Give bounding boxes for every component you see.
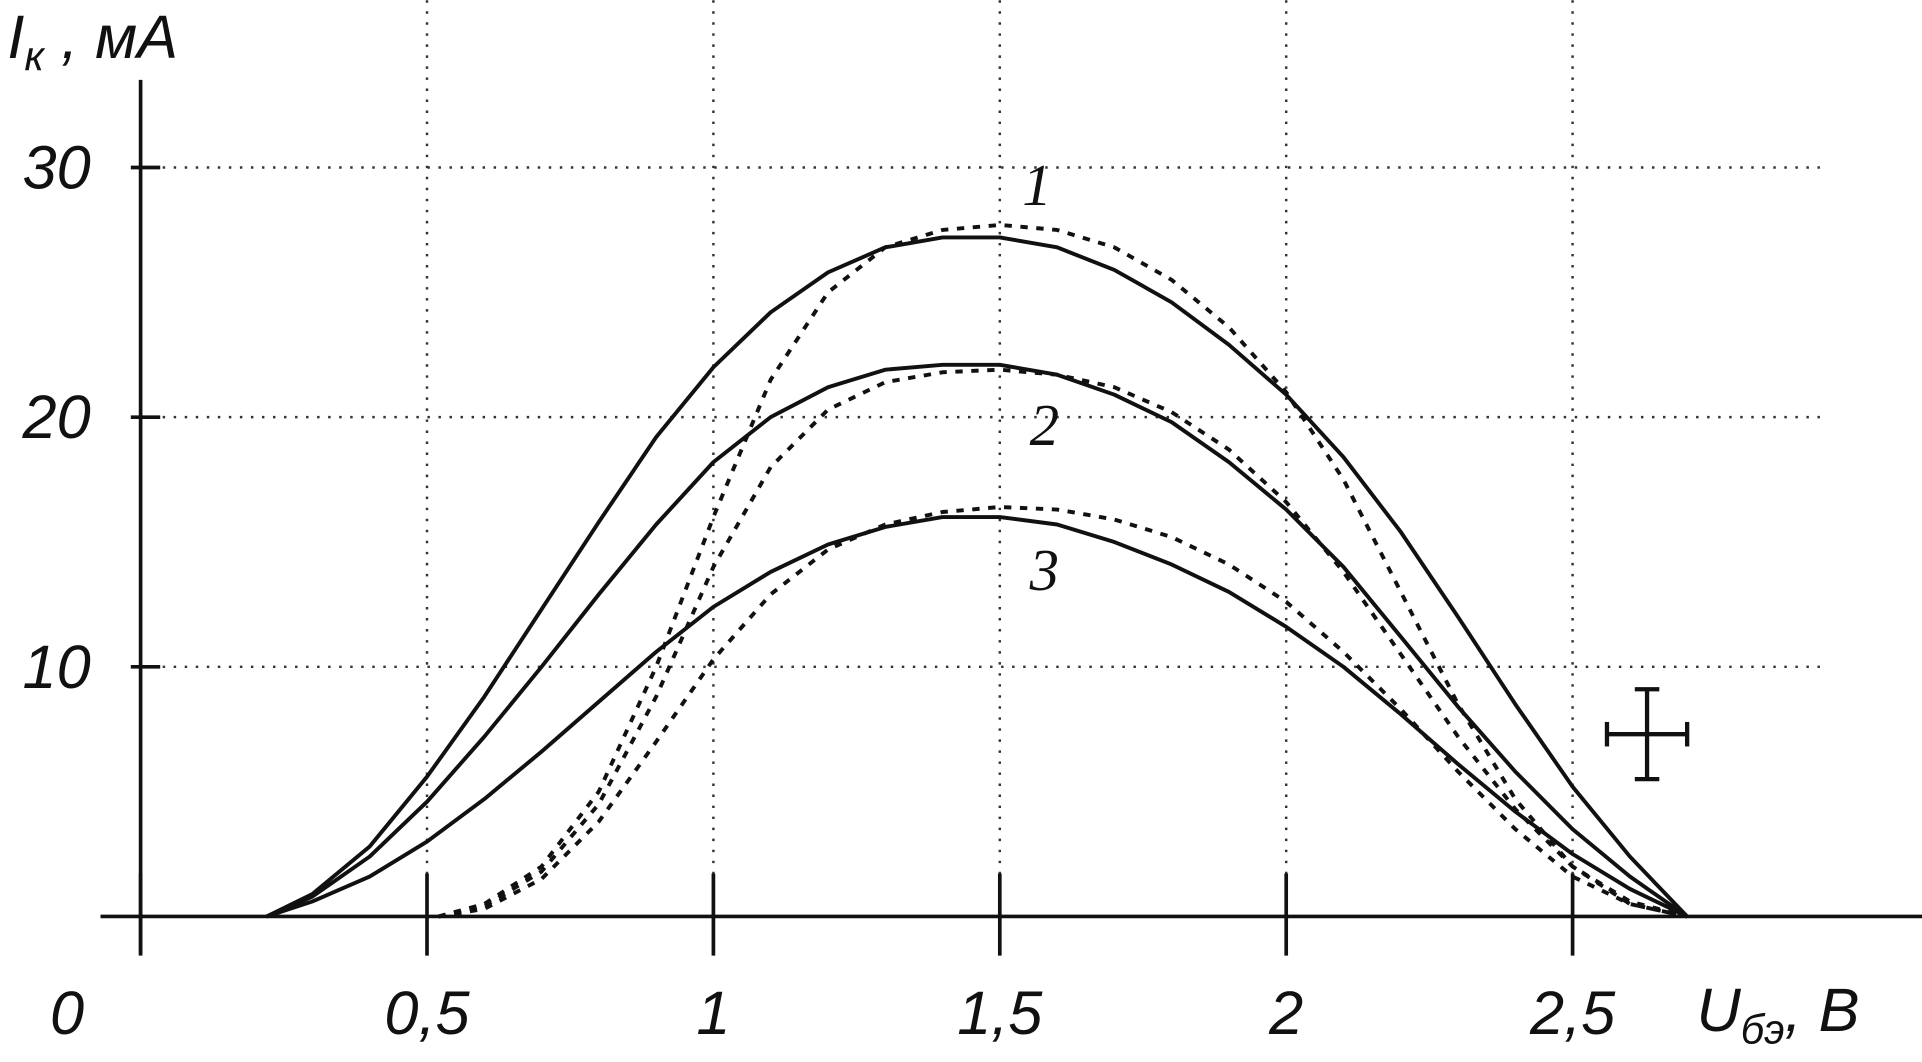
x-tick-label: 1	[696, 979, 730, 1047]
line-series	[438, 505, 1688, 919]
y-axis-label: Iк , мА	[7, 3, 178, 79]
line-series	[438, 367, 1688, 919]
line-series	[265, 235, 1689, 919]
x-label-sub: бэ	[1741, 1005, 1785, 1052]
y-tick-label: 20	[22, 383, 91, 451]
y-label-main: I	[7, 3, 24, 71]
curve-label: 3	[1029, 538, 1059, 603]
line-series	[265, 515, 1688, 919]
y-tick-label: 10	[23, 633, 91, 701]
x-tick-label: 0	[50, 979, 84, 1047]
x-tick-label: 1,5	[957, 979, 1043, 1047]
line-series	[265, 362, 1689, 919]
x-label-main: U	[1696, 976, 1741, 1044]
line-series	[437, 222, 1688, 919]
y-tick-label: 30	[23, 134, 91, 202]
curve-label: 1	[1022, 153, 1051, 218]
y-label-sub: к	[24, 32, 46, 79]
x-tick-label: 0,5	[384, 979, 470, 1047]
y-label-unit: , мА	[44, 3, 178, 71]
x-tick-label: 2	[1268, 979, 1303, 1047]
x-axis-label: Uбэ, В	[1696, 976, 1859, 1052]
x-tick-label: 2,5	[1529, 979, 1616, 1047]
curve-label: 2	[1030, 393, 1059, 458]
x-label-unit: , В	[1785, 976, 1860, 1044]
